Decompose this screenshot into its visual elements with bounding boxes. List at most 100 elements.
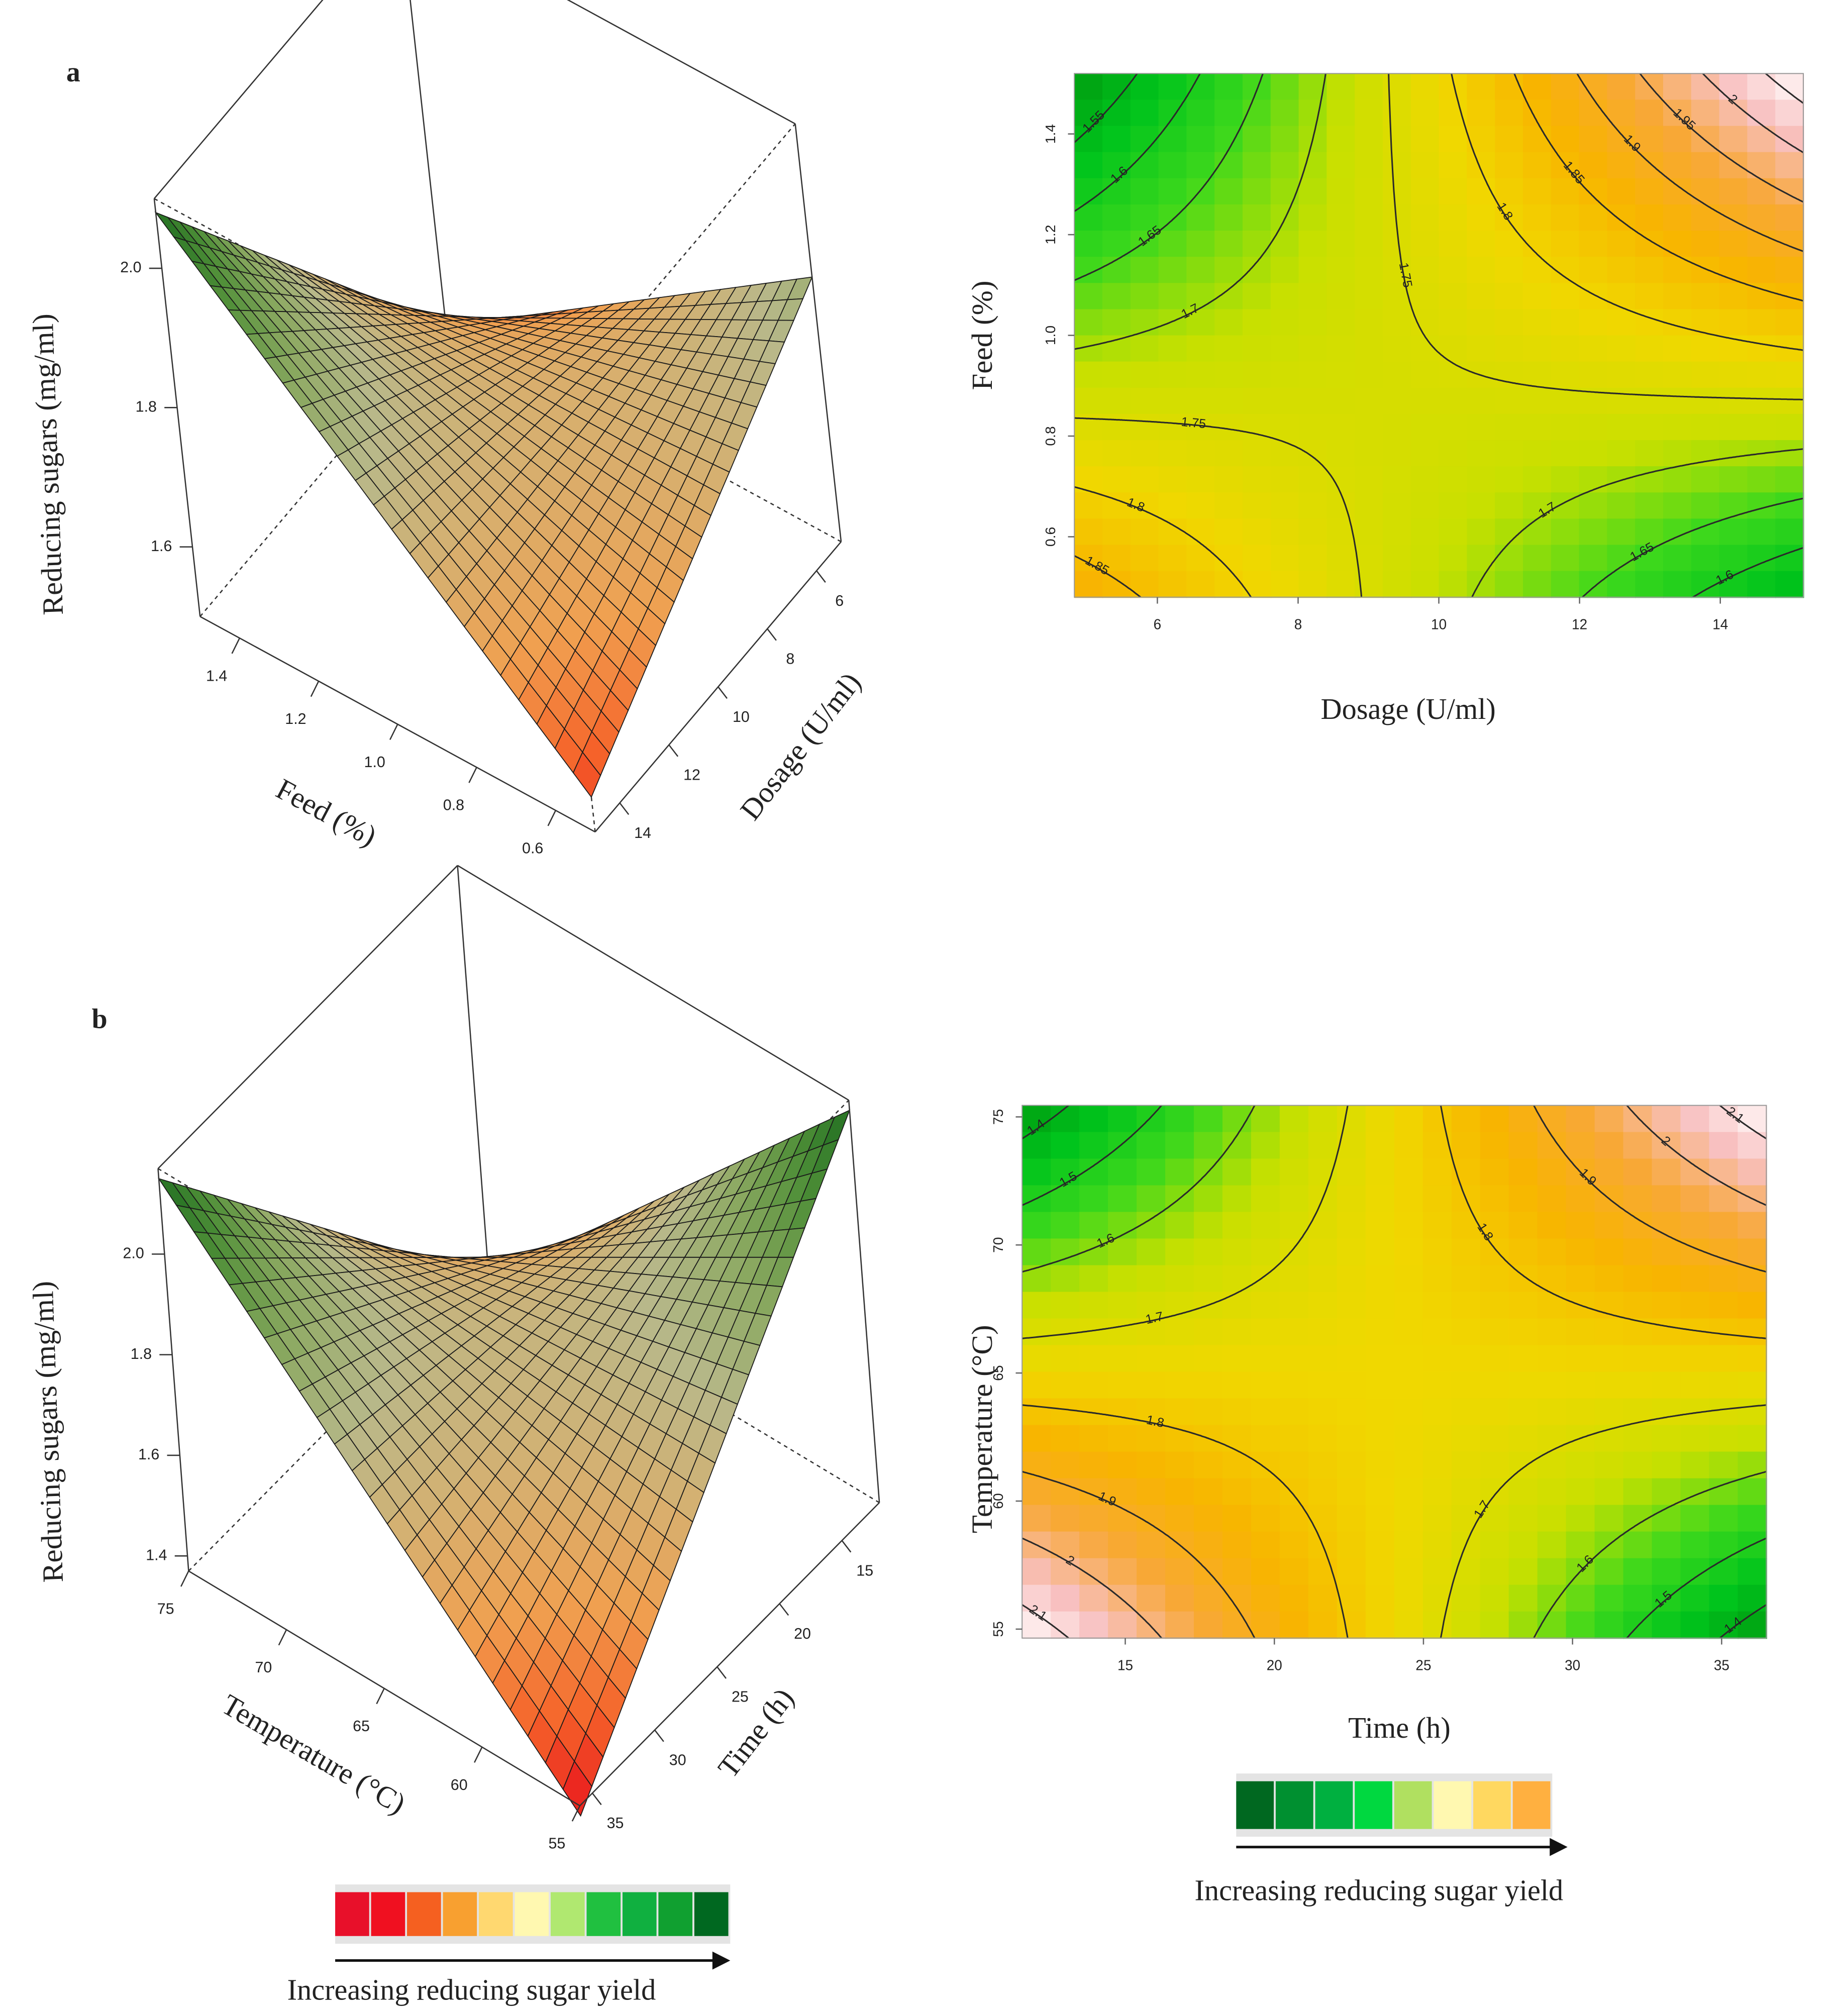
- y-tick-label: 1.4: [1043, 124, 1058, 144]
- heatmap-cell: [1326, 152, 1356, 179]
- heatmap-cell: [1382, 335, 1412, 363]
- heatmap-cell: [1652, 1318, 1682, 1346]
- heatmap-cell: [1251, 1425, 1281, 1453]
- heatmap-cell: [1102, 466, 1132, 493]
- heatmap-cell: [1186, 204, 1215, 232]
- heatmap-cell: [1480, 1611, 1510, 1639]
- heatmap-cell: [1074, 387, 1103, 415]
- heatmap-cell: [1326, 283, 1356, 310]
- heatmap-cell: [1635, 335, 1664, 363]
- heatmap-cell: [1186, 440, 1215, 467]
- heatmap-cell: [1652, 1398, 1682, 1426]
- heatmap-cell: [1365, 1425, 1395, 1453]
- heatmap-cell: [1566, 1105, 1596, 1133]
- heatmap-cell: [1663, 178, 1692, 205]
- heatmap-cell: [1102, 178, 1132, 205]
- heatmap-cell: [1422, 1132, 1453, 1159]
- heatmap-cell: [1522, 283, 1552, 310]
- heatmap-cell: [1326, 178, 1356, 205]
- heatmap-cell: [1222, 1505, 1252, 1533]
- heatmap-cell: [1566, 1398, 1596, 1426]
- heatmap-cell: [1355, 335, 1384, 363]
- heatmap-cell: [1382, 492, 1412, 519]
- heatmap-cell: [1214, 518, 1244, 546]
- contour-line: [1021, 1537, 1162, 1639]
- heatmap-cell: [1365, 1292, 1395, 1320]
- heatmap-cell: [1691, 99, 1720, 127]
- heatmap-cell: [1566, 1478, 1596, 1506]
- contour-line: [1074, 73, 1201, 212]
- heatmap-cell: [1130, 99, 1160, 127]
- heatmap-cell: [1410, 466, 1440, 493]
- heatmap-cell: [1719, 361, 1748, 389]
- x-tick-label: 35: [607, 1815, 624, 1832]
- y-tick-label: 1.2: [1043, 225, 1058, 244]
- heatmap-cell: [1214, 361, 1244, 389]
- heatmap-cell: [1439, 545, 1468, 572]
- heatmap-cell: [1738, 1505, 1767, 1533]
- heatmap-cell: [1326, 387, 1356, 415]
- heatmap-cell: [1579, 204, 1608, 232]
- heatmap-cell: [1508, 1238, 1539, 1266]
- heatmap-cell: [1719, 283, 1748, 310]
- heatmap-cell: [1738, 1398, 1767, 1426]
- contour-line: [1021, 1105, 1256, 1273]
- heatmap-cell: [1410, 178, 1440, 205]
- heatmap-cell: [1079, 1105, 1109, 1133]
- heatmap-cell: [1186, 387, 1215, 415]
- heatmap-cell: [1410, 387, 1440, 415]
- heatmap-cell: [1551, 99, 1580, 127]
- x-tick-label: 10: [733, 708, 750, 725]
- heatmap-cell: [1680, 1425, 1710, 1453]
- x-tick-label: 35: [1714, 1658, 1729, 1673]
- heatmap-cell: [1158, 440, 1187, 467]
- heatmap-cell: [1594, 1398, 1624, 1426]
- heatmap-cell: [1158, 178, 1187, 205]
- heatmap-cell: [1251, 1371, 1281, 1400]
- heatmap-cell: [1165, 1158, 1195, 1186]
- contour-line: [1513, 73, 1804, 302]
- tick-mark: [619, 802, 630, 815]
- contour-line: [1074, 417, 1363, 597]
- heatmap-cell: [1365, 1265, 1395, 1293]
- heatmap-cell: [1279, 1371, 1309, 1400]
- heatmap-cell: [1719, 335, 1748, 363]
- heatmap-cell: [1495, 545, 1524, 572]
- y-tick-label: 1.4: [206, 667, 227, 684]
- x-tick-label: 8: [1294, 617, 1302, 632]
- heatmap-cell: [1566, 1132, 1596, 1159]
- heatmap-cell: [1051, 1292, 1080, 1320]
- heatmap-cell: [1680, 1105, 1710, 1133]
- heatmap-cell: [1594, 1345, 1624, 1373]
- heatmap-cell: [1194, 1212, 1223, 1239]
- heatmap-cell: [1137, 1531, 1166, 1559]
- y-tick-label: 0.6: [522, 839, 543, 857]
- surface-plot: 55 60 65 70 75 15 20 25 30 35 1.4 1.6 1.8 2.0 b Reducin…: [27, 865, 880, 1852]
- heatmap-cell: [1495, 492, 1524, 519]
- heatmap-cell: [1551, 518, 1580, 546]
- heatmap-cell: [1680, 1292, 1710, 1320]
- heatmap-cell: [1652, 1238, 1682, 1266]
- y-tick-label: 70: [990, 1237, 1006, 1252]
- heatmap-cell: [1222, 1185, 1252, 1213]
- heatmap-cell: [1410, 518, 1440, 546]
- heatmap-cell: [1130, 387, 1160, 415]
- heatmap-cell: [1355, 231, 1384, 258]
- heatmap-cell: [1719, 204, 1748, 232]
- contour-line: [1021, 1105, 1069, 1139]
- heatmap-cell: [1522, 440, 1552, 467]
- contour-line: [1719, 1604, 1767, 1639]
- heatmap-cell: [1537, 1212, 1567, 1239]
- heatmap-cell: [1355, 545, 1384, 572]
- heatmap-cell: [1579, 413, 1608, 441]
- heatmap-cell: [1394, 1212, 1424, 1239]
- heatmap-cell: [1422, 1425, 1453, 1453]
- heatmap-cell: [1508, 1318, 1539, 1346]
- heatmap-cell: [1594, 1265, 1624, 1293]
- heatmap-cell: [1186, 73, 1215, 101]
- heatmap-cell: [1663, 413, 1692, 441]
- heatmap-cell: [1709, 1158, 1739, 1186]
- heatmap-cell: [1270, 283, 1300, 310]
- heatmap-cell: [1607, 413, 1636, 441]
- heatmap-cell: [1566, 1584, 1596, 1613]
